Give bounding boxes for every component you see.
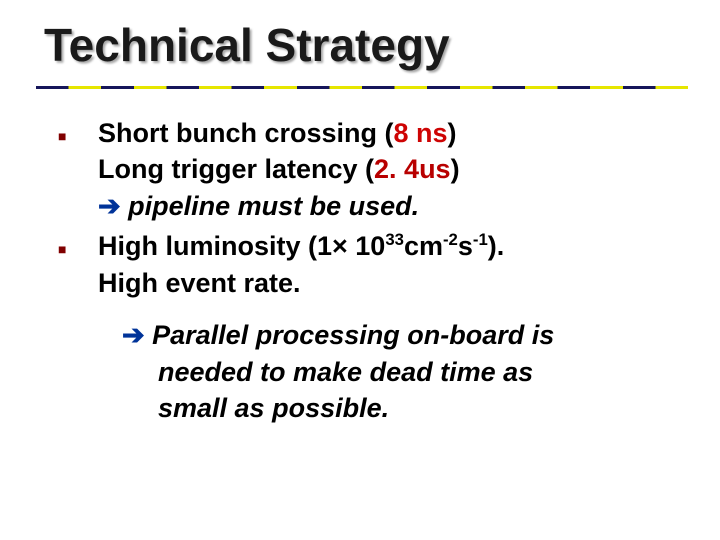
text: High luminosity ( bbox=[98, 231, 317, 261]
text: Long trigger latency ( bbox=[98, 154, 374, 184]
text: 1× 10 bbox=[317, 231, 385, 261]
arrow-icon: ➔ bbox=[98, 191, 121, 221]
text: s bbox=[458, 231, 473, 261]
bullet-item-1-body: Short bunch crossing (8 ns) Long trigger… bbox=[98, 115, 676, 224]
square-bullet-icon: ■ bbox=[58, 228, 98, 301]
text: Short bunch crossing ( bbox=[98, 118, 394, 148]
item1-line1: Short bunch crossing (8 ns) bbox=[98, 115, 676, 151]
item1-line3: ➔ pipeline must be used. bbox=[98, 188, 676, 224]
arrow-icon: ➔ bbox=[122, 320, 145, 350]
text: pipeline must be used. bbox=[121, 191, 420, 221]
text: ). bbox=[488, 231, 505, 261]
value-2-4us: 2. 4us bbox=[374, 154, 451, 184]
text: Parallel processing on-board is bbox=[145, 320, 555, 350]
conclusion: ➔ Parallel processing on-board is needed… bbox=[58, 317, 676, 426]
slide-body: ■ Short bunch crossing (8 ns) Long trigg… bbox=[34, 89, 686, 427]
sup: -2 bbox=[443, 230, 458, 249]
text: ) bbox=[451, 154, 460, 184]
sup: -1 bbox=[473, 230, 488, 249]
slide-title: Technical Strategy bbox=[34, 18, 686, 86]
text: cm bbox=[404, 231, 443, 261]
slide: Technical Strategy ■ Short bunch crossin… bbox=[0, 0, 720, 540]
bullet-item-1: ■ Short bunch crossing (8 ns) Long trigg… bbox=[58, 115, 676, 224]
item2-line2: High event rate. bbox=[98, 265, 676, 301]
sup: 33 bbox=[385, 230, 404, 249]
bullet-item-2-body: High luminosity (1× 1033cm-2s-1). High e… bbox=[98, 228, 676, 301]
square-bullet-icon: ■ bbox=[58, 115, 98, 224]
value-8ns: 8 ns bbox=[394, 118, 448, 148]
conclusion-line3: small as possible. bbox=[122, 390, 676, 426]
item1-line2: Long trigger latency (2. 4us) bbox=[98, 151, 676, 187]
conclusion-line1: ➔ Parallel processing on-board is bbox=[122, 317, 676, 353]
bullet-item-2: ■ High luminosity (1× 1033cm-2s-1). High… bbox=[58, 228, 676, 301]
text: ) bbox=[448, 118, 457, 148]
item2-line1: High luminosity (1× 1033cm-2s-1). bbox=[98, 228, 676, 264]
conclusion-line2: needed to make dead time as bbox=[122, 354, 676, 390]
